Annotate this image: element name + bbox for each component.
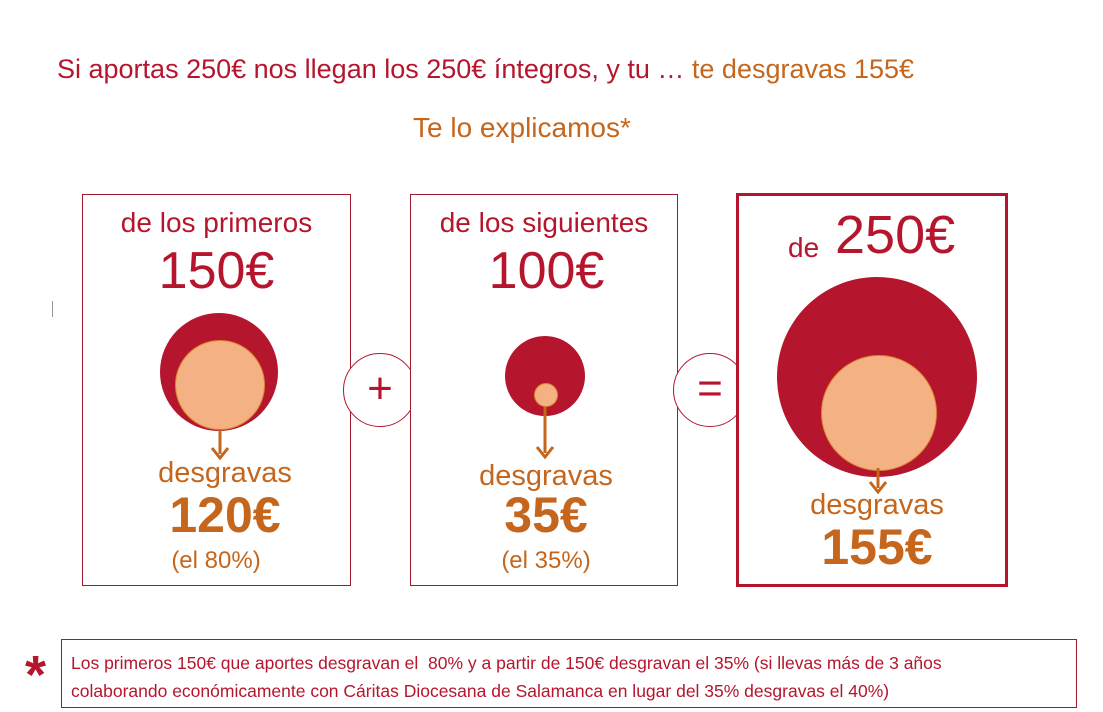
panel2-label: de los siguientes (439, 207, 649, 238)
panel3-result: 155€ (821, 519, 933, 575)
panel-next-100: de los siguientes 100€ desgravas 35€ (el… (410, 194, 678, 586)
footnote-box: Los primeros 150€ que aportes desgravan … (61, 639, 1077, 708)
headline-main: Si aportas 250€ nos llegan los 250€ ínte… (57, 54, 692, 84)
panel2-amount: 100€ (488, 242, 605, 300)
panel2-arrow-icon (535, 407, 555, 460)
panel1-arrow-icon (210, 429, 230, 461)
panel1-amount: 150€ (158, 242, 275, 300)
panel2-result: 35€ (504, 487, 588, 543)
panel3-desgravas: desgravas (810, 489, 944, 521)
panel2-percent: (el 35%) (501, 547, 591, 574)
panel3-amount: 250€ (835, 205, 956, 265)
panel-first-150: de los primeros 150€ desgravas 120€ (el … (82, 194, 351, 586)
panel-total-250: de 250€ desgravas 155€ (736, 193, 1008, 587)
panel1-result: 120€ (169, 487, 281, 543)
equals-operator: = (673, 353, 747, 427)
headline-highlight: te desgravas 155€ (691, 54, 915, 84)
panel3-label: de (788, 232, 820, 263)
subhead: Te lo explicamos* (413, 112, 631, 143)
panel2-desgravas: desgravas (479, 460, 613, 492)
panel3-deduction-circle (821, 355, 937, 471)
footnote-line-2: colaborando económicamente con Cáritas D… (71, 681, 890, 701)
plus-operator: + (343, 353, 417, 427)
panel2-deduction-circle (534, 383, 558, 407)
stray-mark (52, 301, 53, 317)
panel1-percent: (el 80%) (171, 547, 261, 574)
headline: Si aportas 250€ nos llegan los 250€ ínte… (57, 54, 914, 85)
panel1-deduction-circle (175, 340, 265, 430)
asterisk-icon: * (25, 645, 47, 705)
panel1-label: de los primeros (120, 207, 313, 238)
footnote-line-1: Los primeros 150€ que aportes desgravan … (71, 653, 942, 673)
panel1-desgravas: desgravas (158, 457, 292, 489)
panel3-arrow-icon (868, 468, 888, 494)
